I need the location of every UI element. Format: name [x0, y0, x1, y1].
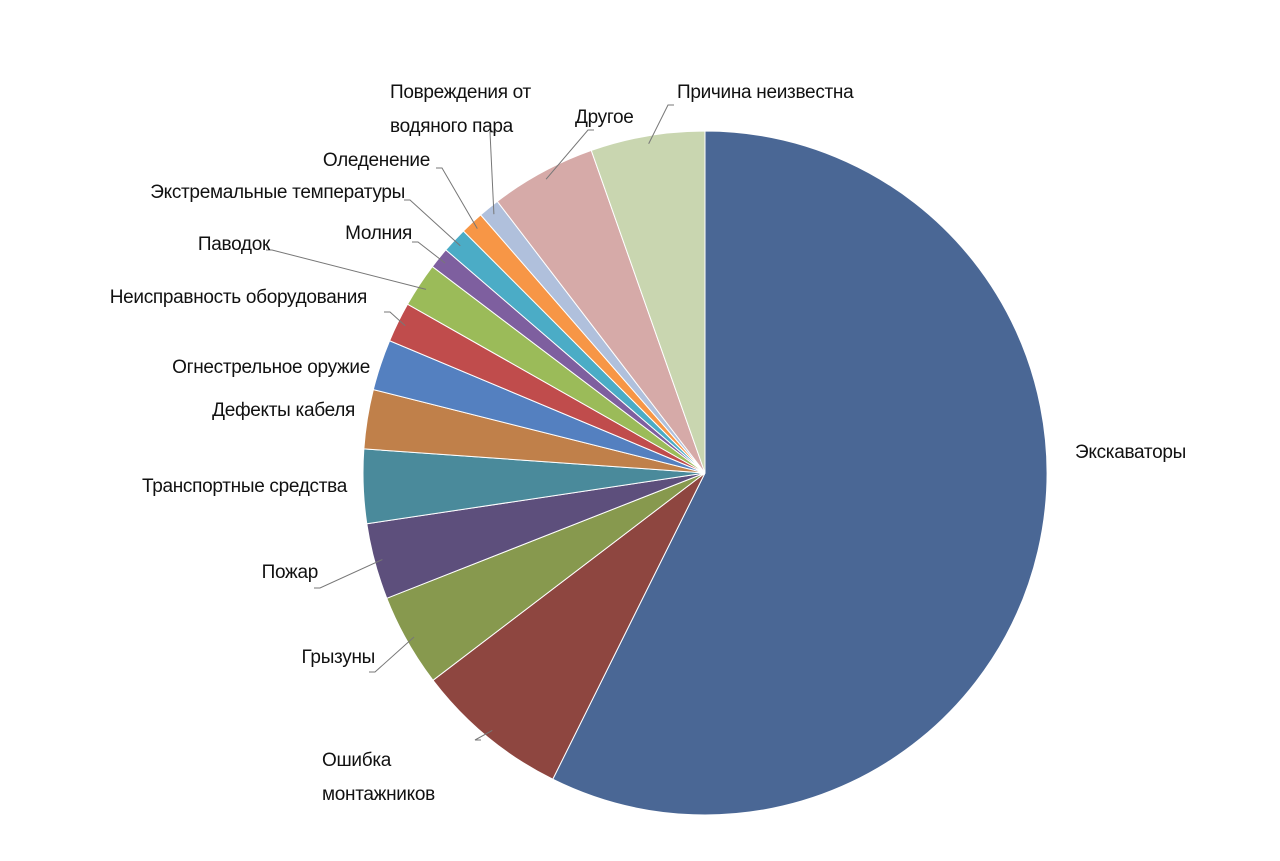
slice-label: Паводок — [197, 234, 270, 255]
leader-line — [384, 311, 406, 327]
pie-slice — [552, 130, 1048, 816]
pie-slice — [590, 130, 706, 474]
leader-line — [412, 241, 446, 264]
slice-label: Транспортные средства — [141, 476, 347, 497]
leader-line — [474, 730, 493, 741]
slice-label: Молния — [345, 223, 412, 244]
slice-label: Дефекты кабеля — [212, 400, 355, 421]
leader-line — [489, 131, 496, 215]
slice-label: Причина неизвестна — [677, 82, 854, 103]
slice-label: Повреждения от водяного пара — [390, 82, 531, 137]
slice-label: Экскаваторы — [1075, 442, 1186, 463]
leader-line — [266, 249, 427, 290]
slice-label: Пожар — [261, 562, 319, 583]
slice-label: Огнестрельное оружие — [172, 357, 370, 378]
slice-label: Экстремальные температуры — [150, 182, 405, 203]
slice-label: Грызуны — [301, 647, 376, 668]
leader-line — [314, 559, 383, 589]
leader-line — [404, 199, 461, 247]
leader-line — [369, 636, 415, 673]
slice-label: Другое — [575, 107, 634, 128]
slice-label: Неисправность оборудования — [109, 287, 368, 308]
slice-label: Оледенение — [322, 150, 430, 171]
slice-label: Ошибка монтажников — [322, 750, 435, 805]
pie-slice — [432, 472, 706, 780]
leader-line — [648, 104, 674, 145]
leader-line — [545, 129, 594, 180]
leader-line — [436, 167, 478, 229]
